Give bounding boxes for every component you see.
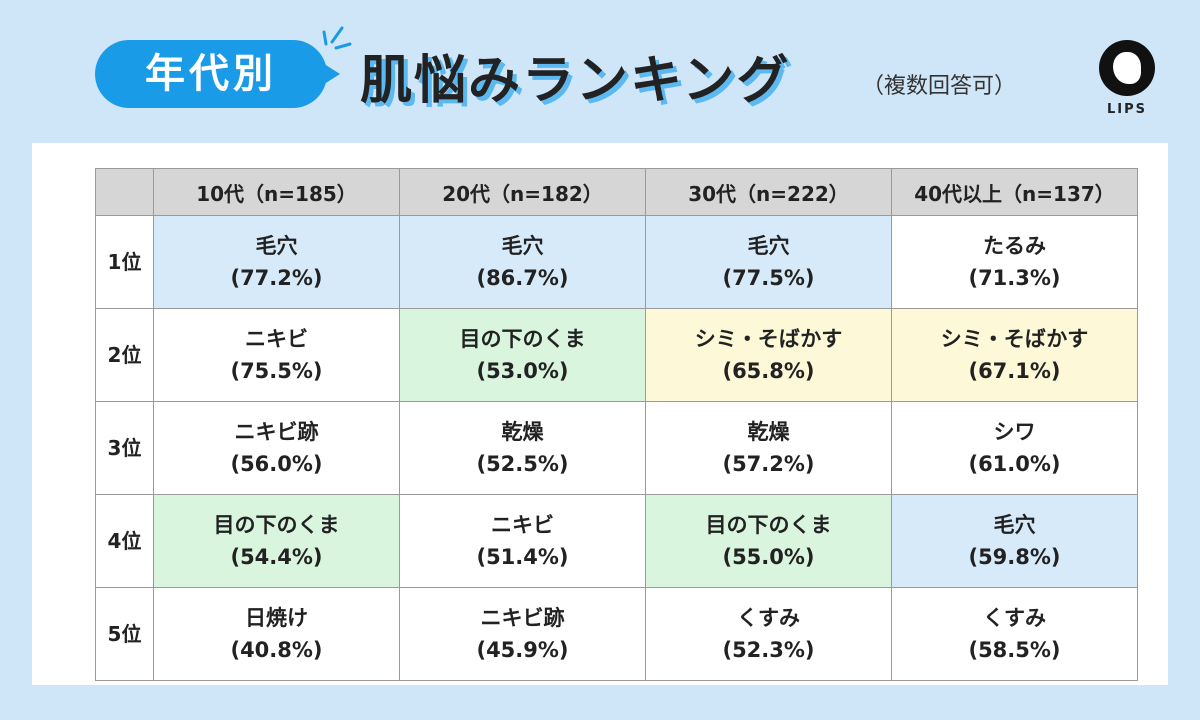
rank-cell: 乾燥 (52.5%) bbox=[399, 401, 646, 495]
item-percent: (86.7%) bbox=[476, 266, 569, 290]
rank-cell: 目の下のくま (55.0%) bbox=[645, 494, 892, 588]
header-row: 10代（n=185） 20代（n=182） 30代（n=222） 40代以上（n=13… bbox=[95, 168, 1138, 216]
item-percent: (52.3%) bbox=[722, 638, 815, 662]
rank-cell: 毛穴 (77.2%) bbox=[153, 215, 400, 309]
bubble-tail bbox=[318, 60, 340, 88]
item-name: 目の下のくま bbox=[459, 327, 586, 351]
item-percent: (59.8%) bbox=[968, 545, 1061, 569]
item-name: ニキビ bbox=[491, 513, 554, 537]
item-name: シミ・そばかす bbox=[940, 327, 1089, 351]
item-percent: (51.4%) bbox=[476, 545, 569, 569]
item-name: ニキビ跡 bbox=[480, 606, 565, 630]
item-name: 乾燥 bbox=[501, 420, 544, 444]
title: 肌悩みランキング bbox=[360, 51, 791, 111]
item-name: 毛穴 bbox=[255, 234, 298, 258]
item-percent: (77.2%) bbox=[230, 266, 323, 290]
note: （複数回答可） bbox=[862, 74, 1017, 99]
rank-label: 2位 bbox=[95, 308, 154, 402]
rank-cell: 乾燥 (57.2%) bbox=[645, 401, 892, 495]
item-percent: (56.0%) bbox=[230, 452, 323, 476]
item-name: ニキビ跡 bbox=[234, 420, 319, 444]
column-header: 30代（n=222） bbox=[645, 168, 892, 216]
rank-label: 3位 bbox=[95, 401, 154, 495]
rank-cell: ニキビ跡 (45.9%) bbox=[399, 587, 646, 681]
rank-cell: 目の下のくま (53.0%) bbox=[399, 308, 646, 402]
logo: LIPS bbox=[1098, 40, 1156, 117]
column-header: 40代以上（n=137） bbox=[891, 168, 1138, 216]
item-name: 目の下のくま bbox=[213, 513, 340, 537]
spark bbox=[322, 26, 352, 50]
item-percent: (71.3%) bbox=[968, 266, 1061, 290]
logo-mark bbox=[1099, 40, 1155, 96]
rank-cell: たるみ (71.3%) bbox=[891, 215, 1138, 309]
item-percent: (58.5%) bbox=[968, 638, 1061, 662]
item-name: ニキビ bbox=[245, 327, 308, 351]
rank-cell: 日焼け (40.8%) bbox=[153, 587, 400, 681]
rank-cell: くすみ (58.5%) bbox=[891, 587, 1138, 681]
item-percent: (55.0%) bbox=[722, 545, 815, 569]
item-name: 毛穴 bbox=[747, 234, 790, 258]
rank-cell: ニキビ跡 (56.0%) bbox=[153, 401, 400, 495]
item-percent: (45.9%) bbox=[476, 638, 569, 662]
rank-row: 2位 ニキビ (75.5%) 目の下のくま (53.0%) シミ・そばかす (65.8%) シ… bbox=[95, 308, 1138, 402]
item-percent: (61.0%) bbox=[968, 452, 1061, 476]
rank-cell: 毛穴 (59.8%) bbox=[891, 494, 1138, 588]
rank-cell: 目の下のくま (54.4%) bbox=[153, 494, 400, 588]
item-percent: (65.8%) bbox=[722, 359, 815, 383]
corner-cell bbox=[95, 168, 154, 216]
rank-row: 5位 日焼け (40.8%) ニキビ跡 (45.9%) くすみ (52.3%) くすみ (58.… bbox=[95, 587, 1138, 681]
item-percent: (54.4%) bbox=[230, 545, 323, 569]
rank-cell: シミ・そばかす (67.1%) bbox=[891, 308, 1138, 402]
item-percent: (77.5%) bbox=[722, 266, 815, 290]
rank-cell: シミ・そばかす (65.8%) bbox=[645, 308, 892, 402]
item-percent: (40.8%) bbox=[230, 638, 323, 662]
item-percent: (57.2%) bbox=[722, 452, 815, 476]
rank-cell: ニキビ (51.4%) bbox=[399, 494, 646, 588]
rank-cell: くすみ (52.3%) bbox=[645, 587, 892, 681]
item-name: 目の下のくま bbox=[705, 513, 832, 537]
item-percent: (75.5%) bbox=[230, 359, 323, 383]
rank-label: 1位 bbox=[95, 215, 154, 309]
ranking-table: 10代（n=185） 20代（n=182） 30代（n=222） 40代以上（n=13… bbox=[95, 168, 1138, 681]
rank-row: 1位 毛穴 (77.2%) 毛穴 (86.7%) 毛穴 (77.5%) たるみ (71.3%) bbox=[95, 215, 1138, 309]
rank-cell: ニキビ (75.5%) bbox=[153, 308, 400, 402]
item-name: シワ bbox=[993, 420, 1036, 444]
item-name: 日焼け bbox=[245, 606, 308, 630]
rank-cell: 毛穴 (77.5%) bbox=[645, 215, 892, 309]
rank-row: 4位 目の下のくま (54.4%) ニキビ (51.4%) 目の下のくま (55.0%) 毛穴… bbox=[95, 494, 1138, 588]
item-name: 毛穴 bbox=[501, 234, 544, 258]
item-name: くすみ bbox=[737, 606, 800, 630]
item-percent: (67.1%) bbox=[968, 359, 1061, 383]
column-header: 10代（n=185） bbox=[153, 168, 400, 216]
item-percent: (52.5%) bbox=[476, 452, 569, 476]
rank-label: 5位 bbox=[95, 587, 154, 681]
rank-label: 4位 bbox=[95, 494, 154, 588]
tag-bubble: 年代別 bbox=[95, 40, 327, 108]
logo-text: LIPS bbox=[1106, 102, 1147, 117]
rank-cell: 毛穴 (86.7%) bbox=[399, 215, 646, 309]
item-name: シミ・そばかす bbox=[694, 327, 843, 351]
item-name: たるみ bbox=[983, 234, 1046, 258]
item-name: くすみ bbox=[983, 606, 1046, 630]
rank-row: 3位 ニキビ跡 (56.0%) 乾燥 (52.5%) 乾燥 (57.2%) シワ (61.0%) bbox=[95, 401, 1138, 495]
item-name: 毛穴 bbox=[993, 513, 1036, 537]
item-percent: (53.0%) bbox=[476, 359, 569, 383]
rank-cell: シワ (61.0%) bbox=[891, 401, 1138, 495]
column-header: 20代（n=182） bbox=[399, 168, 646, 216]
item-name: 乾燥 bbox=[747, 420, 790, 444]
